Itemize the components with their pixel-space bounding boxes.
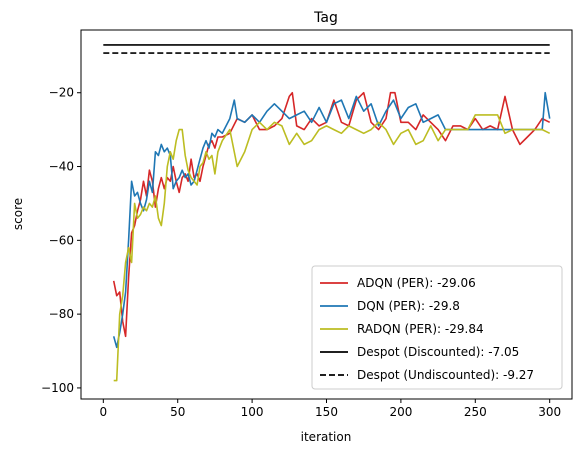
chart-title: Tag: [313, 10, 338, 26]
y-tick-label: −60: [49, 233, 74, 247]
plot-area: [103, 44, 551, 382]
x-tick-label: 200: [389, 405, 412, 419]
x-axis-ticks: 0 50 100 150 200 250 300: [99, 399, 561, 419]
legend-label-1: DQN (PER): -29.8: [357, 299, 460, 313]
y-tick-label: −80: [49, 307, 74, 321]
legend-label-4: Despot (Undiscounted): -9.27: [357, 368, 534, 382]
x-tick-label: 250: [464, 405, 487, 419]
series-layer: [103, 44, 551, 382]
y-tick-label: −40: [49, 160, 74, 174]
y-axis-ticks: −100 −80 −60 −40 −20: [41, 86, 81, 395]
x-axis-label: iteration: [301, 430, 352, 444]
y-tick-label: −20: [49, 86, 74, 100]
y-axis-label: score: [11, 198, 25, 230]
x-tick-label: 300: [538, 405, 561, 419]
x-tick-label: 150: [315, 405, 338, 419]
legend-label-0: ADQN (PER): -29.06: [357, 276, 476, 290]
legend-label-2: RADQN (PER): -29.84: [357, 322, 484, 336]
x-tick-label: 100: [241, 405, 264, 419]
legend-label-3: Despot (Discounted): -7.05: [357, 345, 519, 359]
x-tick-label: 50: [170, 405, 185, 419]
x-tick-label: 0: [99, 405, 107, 419]
y-tick-label: −100: [41, 381, 74, 395]
legend: ADQN (PER): -29.06 DQN (PER): -29.8 RADQN …: [311, 265, 563, 390]
series-line-2: [113, 114, 551, 382]
legend-box: [311, 265, 563, 390]
